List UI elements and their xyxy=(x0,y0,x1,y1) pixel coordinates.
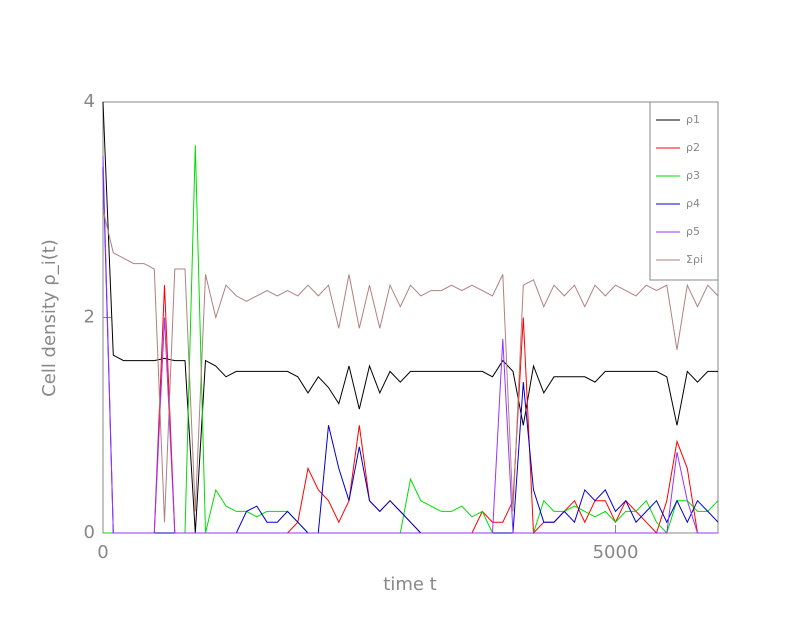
y-tick-label: 2 xyxy=(84,307,95,328)
legend-label: ρ4 xyxy=(686,197,700,210)
legend-label: ρ3 xyxy=(686,169,700,182)
x-axis-label: time t xyxy=(383,574,436,595)
series-line xyxy=(102,101,718,534)
legend-label: ρ5 xyxy=(686,225,700,238)
series-line xyxy=(102,209,719,523)
legend-label: ρ1 xyxy=(686,113,700,126)
series-line xyxy=(102,155,718,534)
legend-label: ρ2 xyxy=(686,141,700,154)
series-line xyxy=(103,145,719,534)
y-axis-label: Cell density ρ_i(t) xyxy=(39,239,60,397)
y-tick-label: 0 xyxy=(84,522,95,543)
x-tick-label: 5000 xyxy=(593,542,639,563)
y-tick-label: 4 xyxy=(84,91,95,112)
x-tick-label: 0 xyxy=(97,542,108,563)
series-line xyxy=(103,285,718,535)
plot-frame xyxy=(102,101,719,534)
legend-box xyxy=(649,101,719,281)
legend-label: Σρi xyxy=(686,253,703,266)
